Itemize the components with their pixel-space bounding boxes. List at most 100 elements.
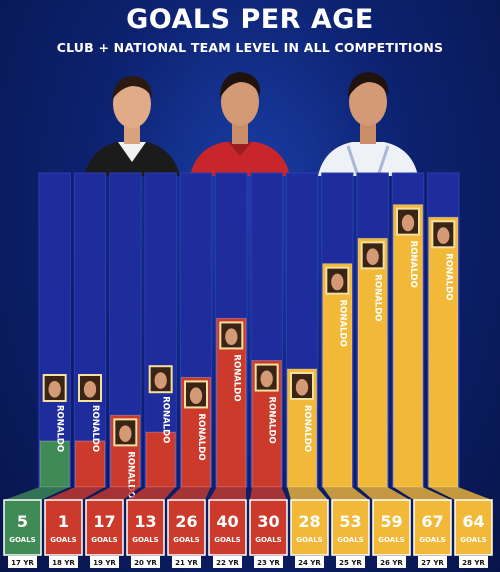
player-portrait-icon bbox=[84, 76, 180, 176]
bar-label: RONALDO bbox=[231, 354, 241, 401]
page-subtitle: CLUB + NATIONAL TEAM LEVEL IN ALL COMPET… bbox=[56, 40, 444, 55]
bar-label: RONALDO bbox=[196, 413, 206, 460]
age-label: 28 YR bbox=[462, 559, 485, 567]
value-box bbox=[454, 499, 493, 556]
age-label-bg bbox=[254, 556, 283, 568]
goals-unit: GOALS bbox=[132, 536, 158, 544]
bar-portrait-face bbox=[366, 248, 379, 265]
bar-connector bbox=[4, 487, 70, 500]
goals-value: 28 bbox=[298, 512, 320, 531]
bar-label: RONALDO bbox=[267, 397, 277, 444]
bar bbox=[357, 237, 388, 488]
bar-label: RONALDO bbox=[90, 405, 100, 452]
value-box bbox=[331, 499, 370, 556]
bar-label: RONALDO bbox=[373, 274, 383, 321]
goals-unit: GOALS bbox=[173, 536, 199, 544]
goals-unit: GOALS bbox=[50, 536, 76, 544]
age-label-bg bbox=[90, 556, 119, 568]
bar-portrait-face bbox=[295, 378, 309, 396]
bar-label: RONALDO bbox=[302, 405, 312, 452]
goals-value: 53 bbox=[339, 512, 361, 531]
age-label: 20 YR bbox=[134, 559, 157, 567]
page-title: GOALS PER AGE bbox=[126, 4, 374, 35]
bar-connector bbox=[428, 487, 492, 500]
bar bbox=[322, 263, 353, 488]
age-label-bg bbox=[131, 556, 160, 568]
bar-portrait-face bbox=[48, 380, 61, 398]
goals-value: 17 bbox=[93, 512, 115, 531]
goals-unit: GOALS bbox=[296, 536, 322, 544]
bar-portrait-face bbox=[437, 227, 450, 244]
bar-label: RONALDO bbox=[55, 405, 65, 452]
goals-value: 59 bbox=[380, 512, 402, 531]
bar-label: RONALDO bbox=[408, 241, 418, 288]
age-label: 23 YR bbox=[257, 559, 280, 567]
bar-portrait-face bbox=[189, 387, 203, 405]
age-label-bg bbox=[459, 556, 488, 568]
bar-connector bbox=[287, 487, 328, 500]
bar-connector bbox=[393, 487, 451, 500]
goals-value: 30 bbox=[257, 512, 279, 531]
bar-portrait-face bbox=[260, 370, 273, 388]
value-box bbox=[290, 499, 329, 556]
bar-connector bbox=[45, 487, 105, 500]
goals-value: 40 bbox=[216, 512, 238, 531]
goals-unit: GOALS bbox=[337, 536, 363, 544]
player-portrait-icon bbox=[190, 72, 290, 176]
goals-value: 1 bbox=[58, 512, 69, 531]
bar-portrait-face bbox=[225, 328, 238, 346]
age-label-bg bbox=[418, 556, 447, 568]
value-box bbox=[249, 499, 288, 556]
goals-value: 26 bbox=[175, 512, 197, 531]
age-label-bg bbox=[172, 556, 201, 568]
bar-connector bbox=[86, 487, 140, 500]
value-box bbox=[3, 499, 42, 556]
background-stripe bbox=[38, 172, 71, 488]
bar-label: RONALDO bbox=[125, 451, 135, 498]
goals-unit: GOALS bbox=[9, 536, 35, 544]
value-box bbox=[413, 499, 452, 556]
age-label-bg bbox=[8, 556, 37, 568]
goals-value: 67 bbox=[421, 512, 443, 531]
age-label: 18 YR bbox=[52, 559, 75, 567]
value-box bbox=[208, 499, 247, 556]
age-label: 21 YR bbox=[175, 559, 198, 567]
bar bbox=[74, 440, 106, 488]
goals-value: 13 bbox=[134, 512, 156, 531]
value-box bbox=[372, 499, 411, 556]
age-label-bg bbox=[377, 556, 406, 568]
goals-unit: GOALS bbox=[214, 536, 240, 544]
goals-unit: GOALS bbox=[378, 536, 404, 544]
age-label: 24 YR bbox=[298, 559, 321, 567]
age-label: 27 YR bbox=[421, 559, 444, 567]
age-label: 25 YR bbox=[339, 559, 362, 567]
goals-value: 5 bbox=[17, 512, 28, 531]
age-label-bg bbox=[213, 556, 242, 568]
value-box bbox=[126, 499, 165, 556]
goals-value: 64 bbox=[462, 512, 484, 531]
age-label-bg bbox=[49, 556, 78, 568]
age-label-bg bbox=[295, 556, 324, 568]
bar-connector bbox=[322, 487, 369, 500]
goals-unit: GOALS bbox=[255, 536, 281, 544]
age-label: 19 YR bbox=[93, 559, 116, 567]
bar-connector bbox=[358, 487, 410, 500]
bar-portrait-face bbox=[83, 380, 97, 398]
age-label-bg bbox=[336, 556, 365, 568]
bar-label: RONALDO bbox=[161, 396, 171, 443]
age-label: 26 YR bbox=[380, 559, 403, 567]
goals-unit: GOALS bbox=[460, 536, 486, 544]
bar-connector bbox=[250, 487, 287, 500]
age-label: 17 YR bbox=[11, 559, 34, 567]
player-portrait-icon bbox=[318, 72, 418, 176]
value-box bbox=[44, 499, 83, 556]
bar-connector bbox=[168, 487, 211, 500]
bar-label: RONALDO bbox=[443, 253, 453, 300]
goals-unit: GOALS bbox=[419, 536, 445, 544]
bar-portrait-face bbox=[401, 214, 415, 232]
bar bbox=[145, 431, 176, 488]
bar-portrait-face bbox=[119, 425, 132, 442]
goals-unit: GOALS bbox=[91, 536, 117, 544]
background-stripe bbox=[73, 172, 107, 488]
